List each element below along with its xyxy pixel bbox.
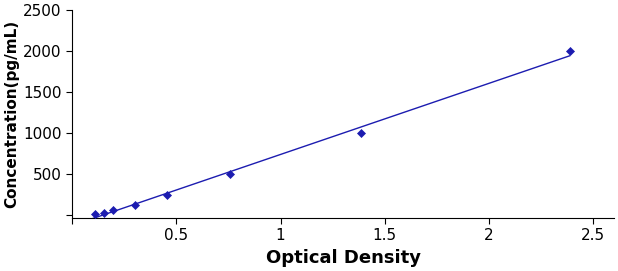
Y-axis label: Concentration(pg/mL): Concentration(pg/mL) bbox=[4, 20, 19, 208]
X-axis label: Optical Density: Optical Density bbox=[266, 249, 420, 267]
